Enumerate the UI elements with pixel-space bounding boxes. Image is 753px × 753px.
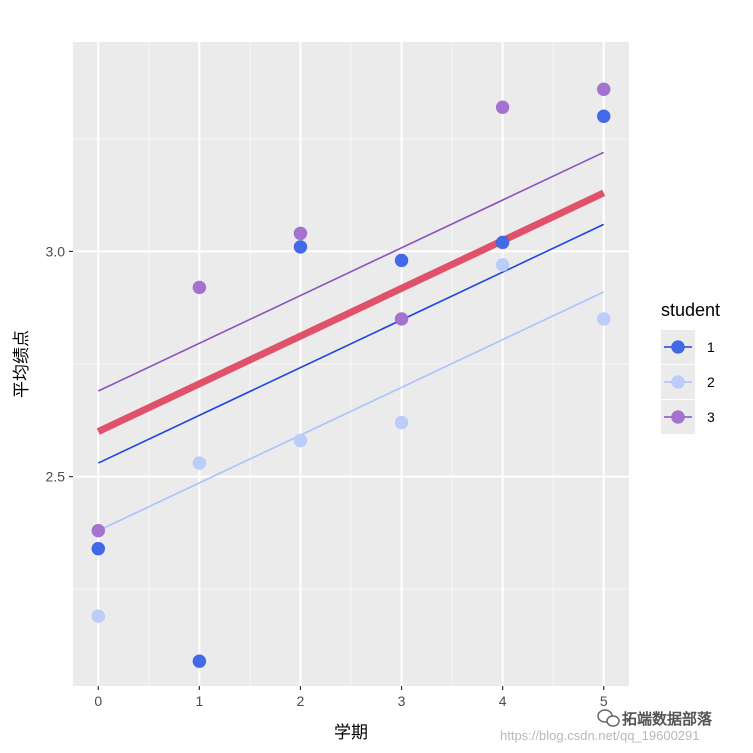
data-point-student-1 bbox=[91, 541, 106, 556]
data-point-student-2 bbox=[192, 456, 207, 470]
overall-fit-line bbox=[96, 189, 606, 435]
minor-gridlines bbox=[73, 42, 629, 686]
y-tick-label: 2.5 bbox=[46, 469, 66, 485]
wechat-icon bbox=[597, 709, 620, 727]
watermark-url: https://blog.csdn.net/qq_19600291 bbox=[500, 728, 700, 743]
y-axis: 2.5 3.0 bbox=[46, 243, 73, 485]
data-point-student-2 bbox=[495, 258, 510, 272]
data-point-student-1 bbox=[596, 109, 611, 124]
y-tick-label: 3.0 bbox=[46, 243, 66, 259]
watermark: 拓端数据部落 https://blog.csdn.net/qq_19600291 bbox=[500, 709, 713, 743]
data-point-student-2 bbox=[394, 415, 409, 430]
legend-label: 3 bbox=[707, 409, 715, 425]
data-point-student-1 bbox=[192, 654, 207, 669]
y-axis-title: 平均绩点 bbox=[12, 330, 32, 398]
x-tick-label: 0 bbox=[94, 693, 102, 709]
major-gridlines bbox=[73, 42, 629, 686]
x-tick-label: 4 bbox=[499, 693, 507, 709]
x-tick-label: 5 bbox=[600, 693, 608, 709]
legend-key-point bbox=[671, 340, 685, 354]
data-point-student-3 bbox=[293, 226, 308, 241]
data-point-student-3 bbox=[495, 100, 510, 115]
legend-key-point bbox=[671, 410, 685, 424]
data-point-student-3 bbox=[192, 280, 207, 295]
x-axis: 0 1 2 3 4 5 bbox=[94, 686, 608, 709]
data-point-student-1 bbox=[394, 253, 409, 268]
legend: student 1 2 3 bbox=[661, 300, 720, 434]
series-line-3 bbox=[97, 151, 605, 392]
data-point-student-2 bbox=[293, 433, 308, 448]
data-point-student-3 bbox=[91, 523, 106, 538]
data-point-student-1 bbox=[495, 235, 510, 250]
legend-key-point bbox=[671, 375, 685, 389]
x-tick-label: 1 bbox=[195, 693, 203, 709]
data-point-student-3 bbox=[394, 312, 409, 326]
x-tick-label: 2 bbox=[297, 693, 305, 709]
data-points bbox=[91, 82, 611, 669]
fit-lines bbox=[96, 151, 606, 532]
data-point-student-1 bbox=[293, 240, 308, 254]
x-tick-label: 3 bbox=[398, 693, 406, 709]
series-line-2 bbox=[97, 291, 605, 532]
data-point-student-3 bbox=[596, 82, 611, 97]
legend-label: 2 bbox=[707, 374, 715, 390]
x-axis-title: 学期 bbox=[334, 723, 368, 743]
legend-label: 1 bbox=[707, 339, 715, 355]
series-line-1 bbox=[97, 223, 605, 464]
watermark-brand: 拓端数据部落 bbox=[622, 710, 713, 728]
legend-title: student bbox=[661, 300, 720, 320]
data-point-student-2 bbox=[596, 312, 611, 326]
data-point-student-2 bbox=[91, 609, 106, 623]
